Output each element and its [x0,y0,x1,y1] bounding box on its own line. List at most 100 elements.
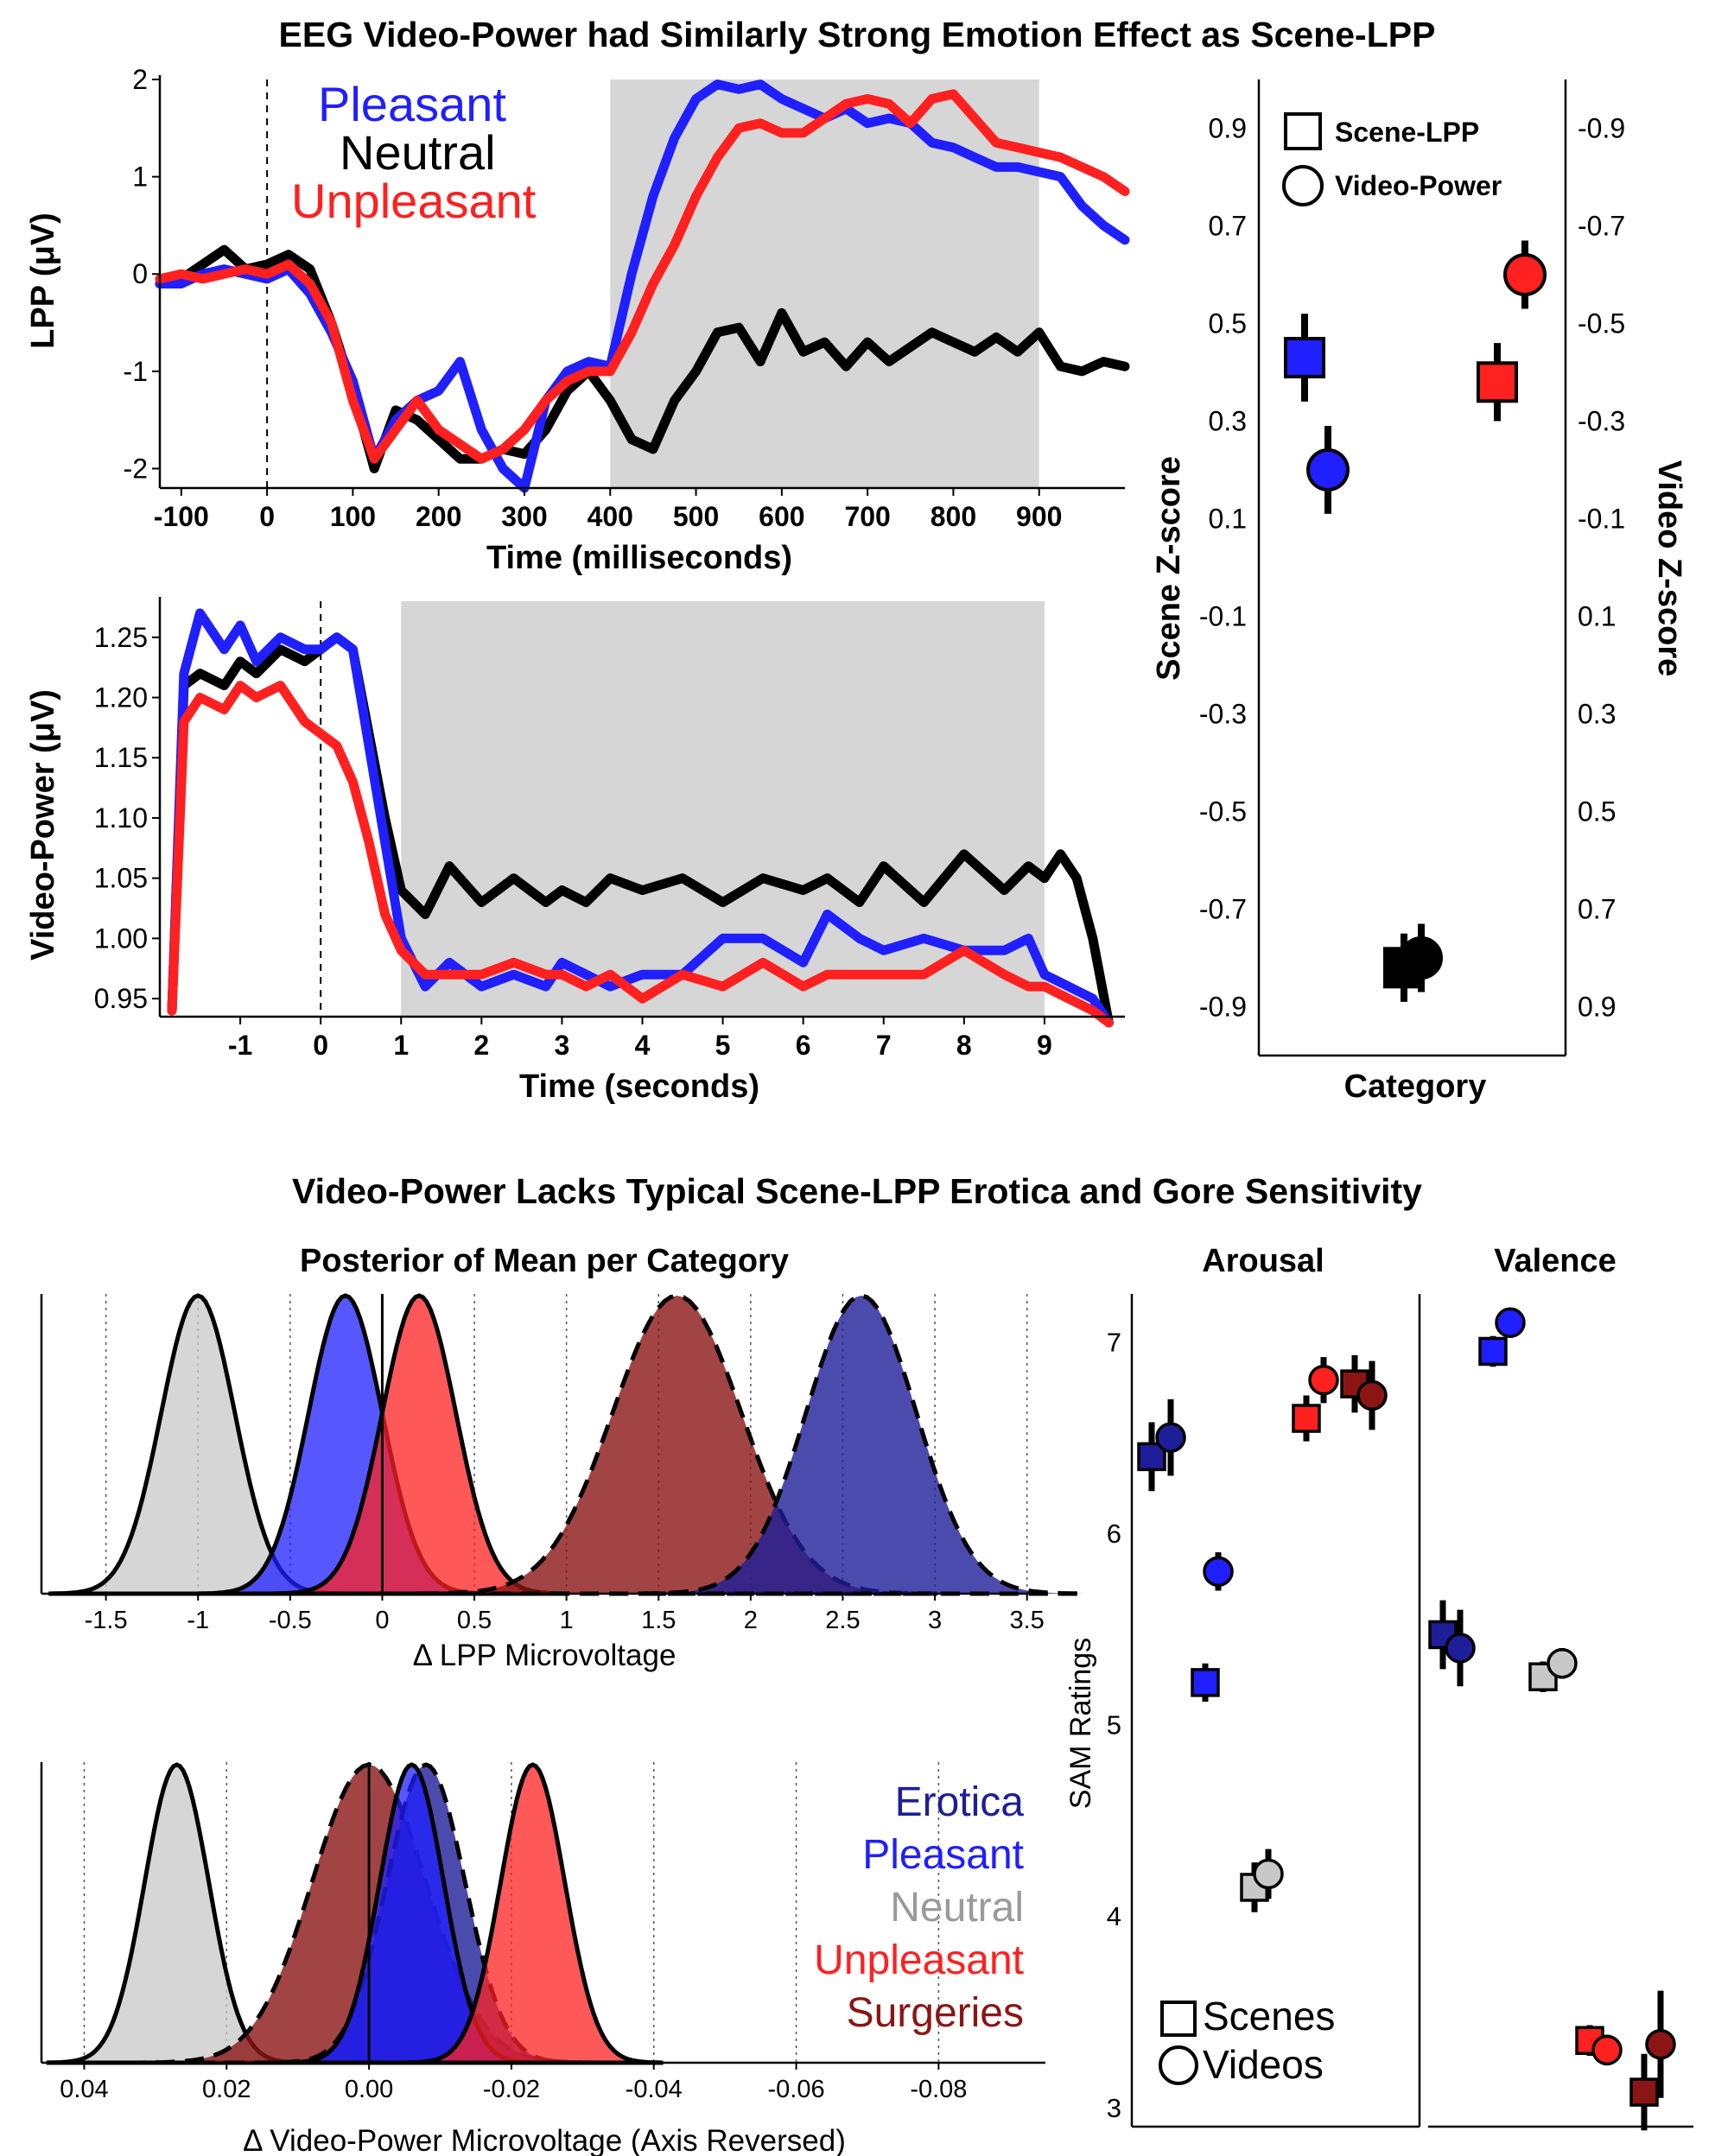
x-tick-label: 2.5 [825,1607,860,1634]
x-tick-label: 2 [473,1030,489,1061]
point-square-pleasant [1191,1668,1220,1697]
y-tick-label: 1.15 [94,742,148,773]
y-tick-label-left: -0.7 [1199,894,1247,925]
sam-legend-scenes: Scenes [1203,1994,1335,2039]
y-tick-label-left: 0.9 [1209,113,1247,144]
x-tick-label: -100 [154,501,209,532]
y-tick-label: 0 [132,258,148,289]
y-tick-label: 5 [1107,1710,1121,1741]
pv-legend-pleasant: Pleasant [862,1832,1024,1878]
y-tick-label: 1.05 [94,863,148,894]
x-tick-label: 400 [588,501,633,532]
x-tick-label: 300 [501,501,547,532]
y-tick-label: -1 [124,356,148,387]
point-circle-erotica [1155,1422,1186,1453]
legend-square-icon [1284,112,1322,150]
top-title: EEG Video-Power had Similarly Strong Emo… [279,15,1436,54]
y-tick-label: 1.00 [94,923,148,954]
point-square-pleasant [1478,1336,1508,1367]
z-y-label-left: Scene Z-score [1151,456,1187,681]
point-square-unpleasant [1477,361,1518,403]
pv-legend-surgeries: Surgeries [847,1990,1024,2036]
x-tick-label: 3 [555,1030,570,1061]
lpp-legend-neutral: Neutral [340,125,496,180]
point-square-unpleasant [1292,1404,1321,1433]
y-tick-label: 7 [1107,1327,1121,1357]
x-tick-label: 0 [259,501,275,532]
posterior-vp-chart: Δ Video-Power Microvoltage (Axis Reverse… [40,1762,1045,2156]
y-tick-label: 3 [1107,2093,1121,2123]
x-tick-label: 3.5 [1010,1607,1045,1634]
x-tick-label: 0.5 [457,1607,492,1634]
series-line-unpleasant [155,89,1130,464]
point-circle-surgeries [1356,1379,1388,1411]
point-circle-unpleasant [1503,253,1547,296]
analysis-window [401,601,1045,1017]
y-tick-label: 1.20 [94,682,148,713]
y-tick-label-right: 0.3 [1578,699,1616,730]
x-tick-label: 600 [759,501,804,532]
x-tick-label: 0 [375,1607,389,1634]
y-tick-label: -2 [124,453,148,484]
point-circle-pleasant [1306,448,1350,491]
legend-square-icon [1160,2001,1197,2037]
point-circle-unpleasant [1591,2034,1623,2066]
y-tick-label: 1.25 [94,622,148,653]
x-tick-label: 1.5 [641,1607,676,1634]
x-tick-label: -1.5 [85,1607,128,1634]
lpp-chart: Pleasant Neutral Unpleasant Time (millis… [25,64,1130,576]
point-circle-pleasant [1203,1556,1234,1588]
point-square-pleasant [1284,337,1325,379]
y-tick-label-right: 0.5 [1578,796,1616,828]
point-circle-neutral [1547,1647,1578,1679]
y-tick-label-right: 0.7 [1578,894,1616,925]
x-tick-label: -0.02 [483,2076,540,2103]
vp-y-label: Video-Power (μV) [25,689,61,961]
sam-y-label: SAM Ratings [1064,1638,1097,1809]
lpp-legend-pleasant: Pleasant [318,77,506,131]
point-circle-erotica [1445,1633,1476,1664]
y-tick-label: 6 [1107,1519,1121,1549]
point-square-surgeries [1629,2077,1659,2107]
x-tick-label: 100 [330,501,376,532]
y-tick-label: 4 [1107,1901,1121,1931]
x-tick-label: 5 [715,1030,731,1061]
valence-title: Valence [1494,1243,1617,1279]
x-tick-label: 4 [635,1030,651,1061]
x-tick-label: -1 [187,1607,209,1634]
analysis-window [610,79,1039,488]
density-unpleasant [402,1762,664,2065]
x-tick-label: 1 [393,1030,409,1061]
sam-legend-videos: Videos [1203,2042,1324,2087]
x-tick-label: -0.5 [269,1607,312,1634]
y-tick-label: 1.10 [94,802,148,834]
z-legend-video: Video-Power [1335,170,1502,201]
series-line-neutral [167,632,1114,1028]
point-circle-pleasant [1495,1307,1526,1338]
x-tick-label: 3 [928,1607,942,1634]
y-tick-label-left: -0.5 [1199,796,1247,828]
x-tick-label: -1 [228,1030,252,1061]
x-tick-label: 1 [560,1607,574,1634]
vp-x-label: Time (seconds) [519,1068,759,1105]
pv-legend-erotica: Erotica [895,1779,1025,1825]
point-circle-neutral [1253,1858,1284,1890]
posterior-title: Posterior of Mean per Category [300,1243,789,1279]
x-tick-label: 200 [416,501,461,532]
arousal-title: Arousal [1202,1243,1324,1279]
posterior-lpp-chart: Δ LPP Microvoltage -1.5 -1 -0.5 0 0.5 1 1.5 2 2.… [40,1293,1085,1672]
y-tick-label: 0.95 [94,983,148,1014]
y-tick-label-right: -0.1 [1578,504,1625,535]
y-tick-label-left: 0.3 [1209,406,1247,437]
x-tick-label: 8 [956,1030,972,1061]
x-tick-label: 500 [673,501,719,532]
y-tick-label-right: -0.7 [1578,211,1625,242]
x-tick-label: 7 [876,1030,892,1061]
legend-circle-icon [1159,2045,1198,2085]
sam-chart: SAM Ratings Scenes Videos 7 6 5 4 3 [1064,1294,1693,2131]
y-tick-label-left: 0.7 [1209,211,1247,242]
z-y-label-right: Video Z-score [1651,460,1687,677]
point-circle-neutral [1400,936,1443,980]
zscore-chart: Scene-LPP Video-Power Category Scene Z-s… [1151,79,1687,1105]
